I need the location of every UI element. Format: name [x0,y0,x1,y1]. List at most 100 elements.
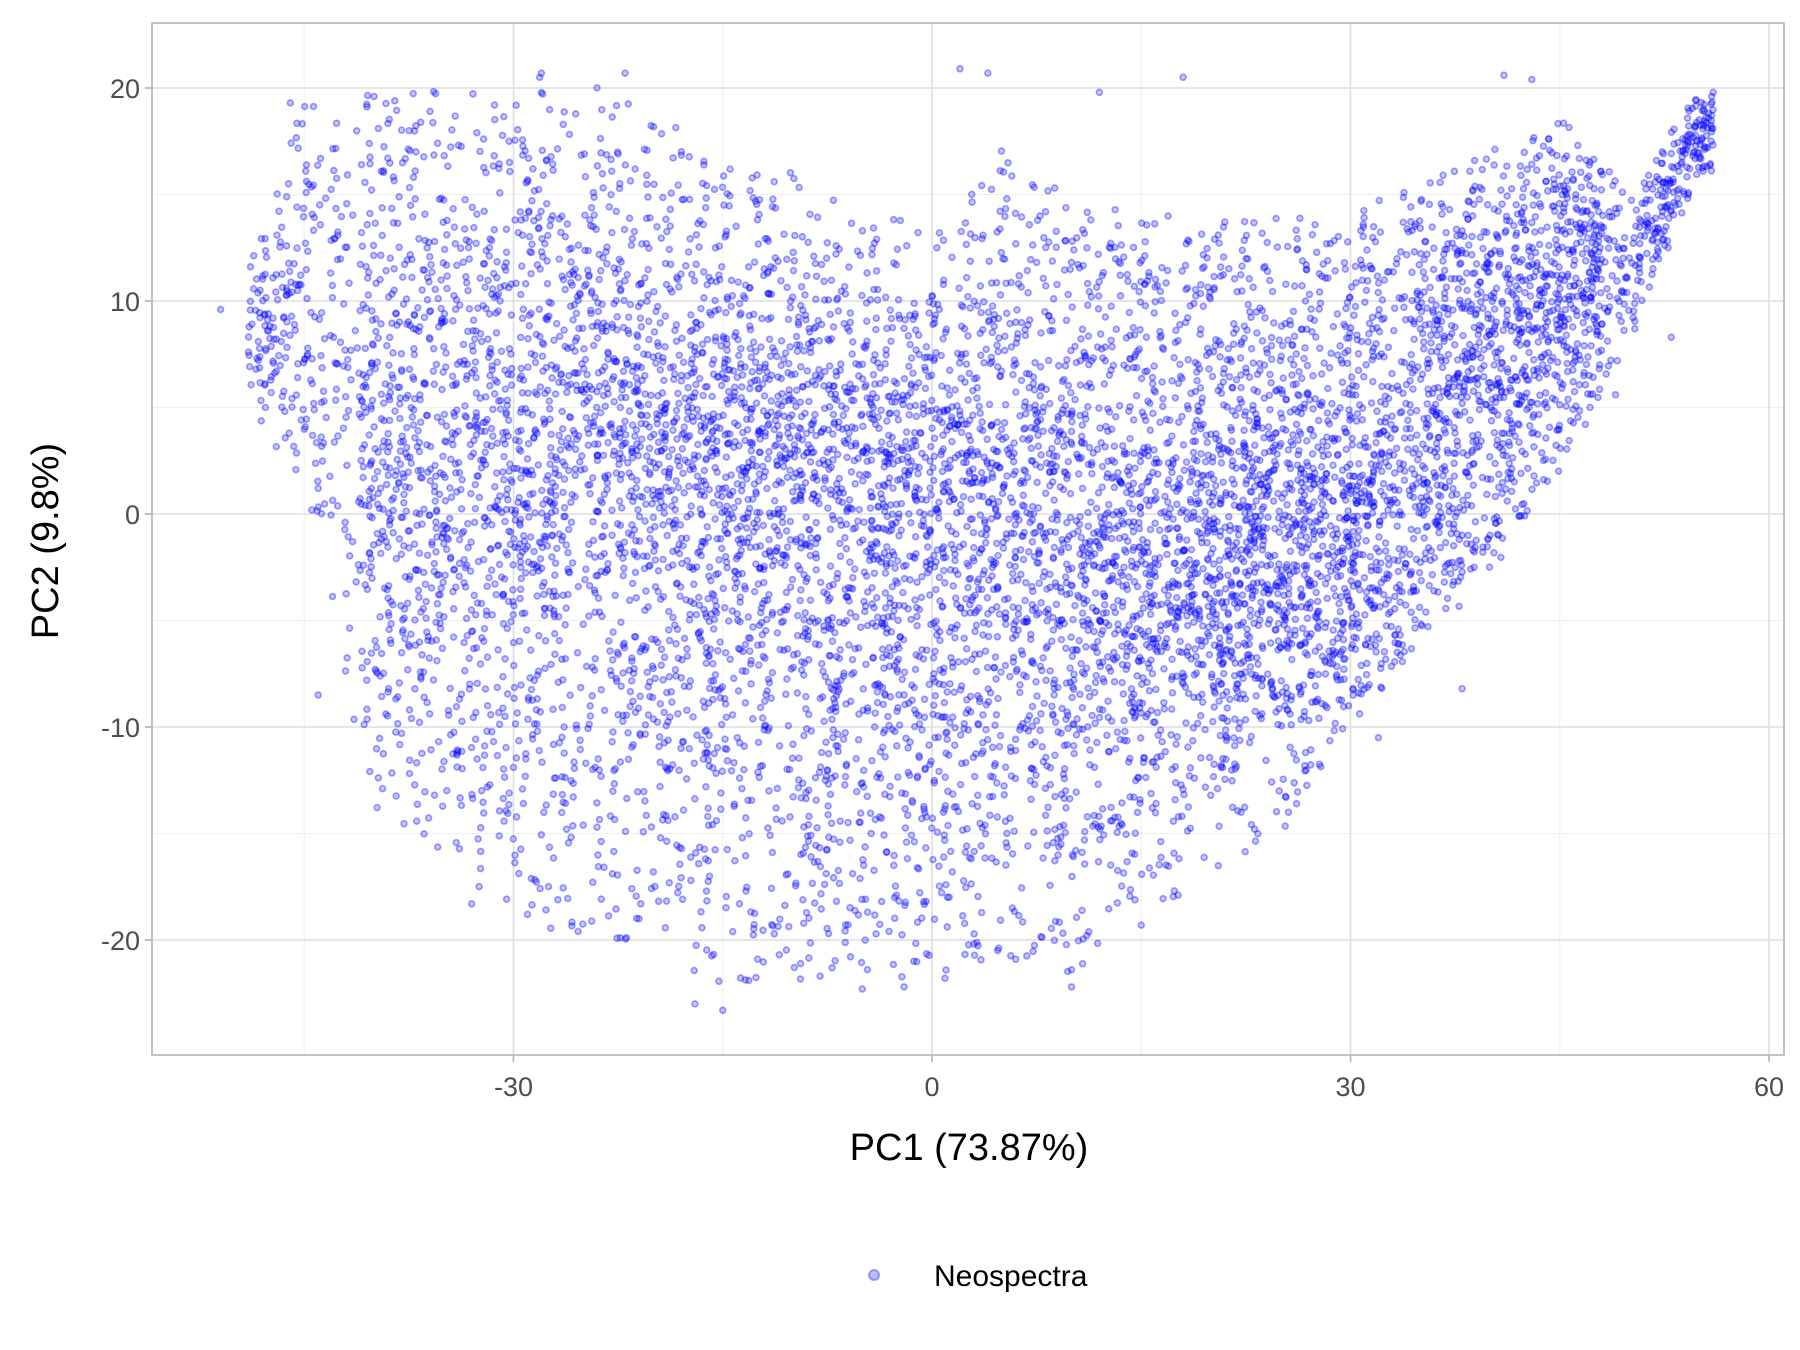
data-point [1468,232,1476,241]
data-point [507,476,515,484]
data-point [695,374,704,383]
data-point [537,207,545,216]
data-point [413,521,421,530]
data-point [1341,496,1350,504]
data-point [672,639,680,648]
data-point [796,596,804,605]
data-point [756,428,764,436]
data-point [302,177,311,186]
data-point [1098,483,1106,491]
data-point [619,367,628,376]
data-point [452,296,461,304]
data-point [1085,379,1094,388]
data-point [566,691,574,699]
data-point [1504,264,1513,273]
data-point [781,551,790,560]
data-point [969,528,978,537]
data-point [467,489,475,498]
data-point [286,331,294,339]
data-point [1524,320,1533,329]
data-point [1209,581,1217,590]
data-point [1250,619,1258,628]
data-point [627,241,636,250]
data-point [1100,380,1109,388]
data-point [405,756,414,764]
data-point [491,115,499,124]
data-point [749,338,758,347]
data-point [789,396,798,405]
data-point [721,735,729,743]
data-point [533,727,542,735]
data-point [1221,775,1229,784]
data-point [497,347,506,356]
data-point [580,465,589,473]
data-point [786,168,795,177]
data-point [905,362,913,371]
data-point [896,216,905,225]
data-point [543,515,551,524]
data-point [1145,686,1154,695]
data-point [815,843,824,852]
data-point [915,350,923,359]
data-point [900,668,909,676]
data-point [678,895,687,904]
data-point [344,406,353,415]
data-point [1136,610,1145,618]
data-point [488,362,496,370]
data-point [1170,559,1178,568]
data-point [777,337,786,345]
data-point [1480,361,1488,370]
data-point [261,270,269,279]
data-point [1513,210,1522,218]
data-point [430,151,438,159]
data-point [1620,233,1629,242]
data-point [905,771,914,779]
data-point [1348,434,1356,443]
data-point [673,579,681,587]
data-point [656,366,665,374]
data-point [1509,354,1518,363]
data-point [1230,501,1239,509]
data-point [1109,361,1118,370]
data-point [1204,623,1213,631]
data-point [975,402,983,411]
data-point [1015,272,1023,280]
data-point [1012,318,1020,326]
data-point [336,255,345,263]
data-point [1130,331,1139,339]
data-point [1326,736,1334,745]
data-point [376,613,384,621]
data-point [410,350,419,359]
data-point [1539,142,1548,150]
data-point [410,344,418,353]
data-point [1440,266,1449,275]
data-point [608,375,617,384]
data-point [901,700,909,709]
data-point [855,818,863,827]
data-point [1407,525,1415,534]
data-point [1618,188,1627,196]
data-point [1399,460,1408,469]
data-point [1130,449,1138,457]
data-point [334,432,342,440]
data-point [933,244,941,252]
data-point [444,162,452,170]
data-point [935,514,943,523]
data-point [1036,362,1045,371]
data-point [283,343,291,352]
data-point [883,417,891,425]
data-point [1464,367,1472,376]
data-point [1104,697,1112,705]
data-point [1156,333,1164,342]
data-point [567,776,575,785]
data-point [643,180,651,189]
data-point [1012,360,1020,368]
data-point [429,118,437,127]
data-point [1384,382,1392,391]
data-point [465,305,474,313]
data-point [895,721,904,729]
data-point [1133,808,1142,817]
data-point [831,772,839,780]
data-point [1490,205,1499,213]
data-point [1340,258,1349,267]
